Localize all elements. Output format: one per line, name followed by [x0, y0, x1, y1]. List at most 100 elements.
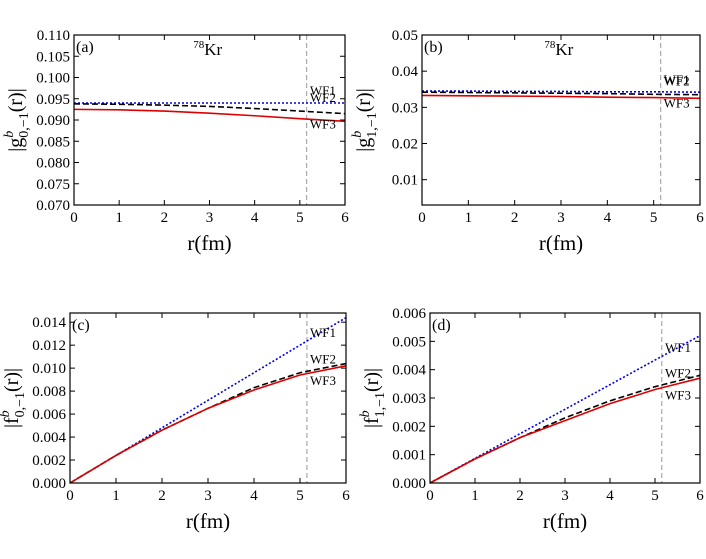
- panel-label: (c): [72, 317, 90, 334]
- x-tick-label: 2: [158, 488, 166, 504]
- annotation-mass: 78: [193, 39, 205, 51]
- y-tick-label: 0.100: [36, 71, 70, 87]
- y-tick-label: 0.05: [392, 28, 418, 44]
- series-line: [421, 91, 701, 96]
- y-label-sub: 0,−1: [17, 112, 32, 137]
- x-tick-label: 0: [70, 210, 78, 226]
- series-label: WF1: [310, 325, 336, 340]
- plot-frame: [73, 34, 346, 206]
- y-tick-label: 0.105: [36, 49, 70, 65]
- y-label-sup: b: [358, 410, 373, 417]
- series-label: WF2: [665, 366, 691, 381]
- annotation-element: Kr: [555, 40, 573, 59]
- y-axis-label: |fb0,−1(r)|: [0, 368, 28, 428]
- x-axis-label: r(fm): [187, 231, 231, 255]
- series-label: WF2: [310, 90, 336, 105]
- panel-label: (d): [432, 317, 451, 334]
- x-tick-label: 1: [112, 488, 120, 504]
- y-tick-label: 0.01: [392, 173, 418, 189]
- y-label-sub: 1,−1: [365, 112, 380, 137]
- series-label: WF1: [664, 72, 690, 87]
- x-tick-label: 4: [251, 210, 259, 226]
- series-label: WF3: [664, 96, 690, 111]
- x-tick-label: 4: [250, 488, 258, 504]
- annotation-element: Kr: [204, 40, 222, 59]
- y-tick-label: 0.006: [32, 407, 66, 423]
- panel-label: (b): [424, 39, 443, 56]
- y-tick-label: 0.075: [36, 177, 70, 193]
- annotation: 78Kr: [544, 39, 573, 59]
- y-tick-label: 0.090: [36, 113, 70, 129]
- y-axis-label: |fb1,−1(r)|: [358, 368, 388, 428]
- y-label-base: |g: [353, 138, 375, 152]
- x-tick-label: 0: [66, 488, 74, 504]
- y-label-base: |f: [361, 417, 383, 428]
- y-tick-label: 0.004: [392, 363, 426, 379]
- x-tick-label: 6: [342, 488, 350, 504]
- x-tick-label: 3: [557, 210, 565, 226]
- y-tick-label: 0.000: [392, 476, 426, 492]
- x-tick-label: 4: [604, 210, 612, 226]
- x-tick-label: 1: [465, 210, 473, 226]
- x-axis-label: r(fm): [186, 509, 230, 533]
- x-tick-label: 5: [650, 210, 658, 226]
- plot-frame: [429, 312, 701, 484]
- y-tick-label: 0.095: [36, 92, 70, 108]
- x-axis-label: r(fm): [539, 231, 583, 255]
- x-tick-label: 6: [341, 210, 349, 226]
- series-line: [73, 103, 346, 115]
- y-tick-label: 0.002: [32, 453, 66, 469]
- series-line: [73, 108, 346, 123]
- y-label-rest: (r)|: [353, 88, 375, 112]
- series-line: [429, 334, 701, 484]
- series-line: [429, 377, 701, 484]
- annotation: 78Kr: [193, 39, 222, 59]
- y-tick-label: 0.012: [32, 338, 66, 354]
- series-label: WF3: [665, 388, 691, 403]
- y-label-rest: (r)|: [361, 368, 383, 392]
- x-tick-label: 3: [204, 488, 212, 504]
- y-tick-label: 0.070: [36, 198, 70, 214]
- x-tick-label: 5: [651, 488, 659, 504]
- y-tick-label: 0.03: [392, 100, 418, 116]
- x-tick-label: 2: [161, 210, 169, 226]
- y-tick-label: 0.014: [32, 315, 66, 331]
- x-tick-label: 3: [561, 488, 569, 504]
- y-tick-label: 0.000: [32, 476, 66, 492]
- y-label-base: |f: [1, 417, 23, 428]
- x-tick-label: 0: [426, 488, 434, 504]
- series-label: WF2: [664, 73, 690, 88]
- y-tick-label: 0.005: [392, 334, 426, 350]
- y-label-rest: (r)|: [5, 88, 27, 112]
- series-label: WF1: [310, 83, 336, 98]
- y-tick-label: 0.003: [392, 391, 426, 407]
- series-line: [429, 374, 701, 484]
- y-label-sup: b: [0, 410, 13, 417]
- x-axis-label: r(fm): [543, 509, 587, 533]
- y-label-base: |g: [5, 138, 27, 152]
- x-tick-label: 3: [206, 210, 214, 226]
- y-tick-label: 0.001: [392, 448, 426, 464]
- x-tick-label: 5: [296, 488, 304, 504]
- y-axis-label: |gb0,−1(r)|: [2, 88, 32, 151]
- x-tick-label: 6: [696, 210, 704, 226]
- x-tick-label: 0: [418, 210, 426, 226]
- y-label-sub: 0,−1: [13, 392, 28, 417]
- y-tick-label: 0.04: [392, 64, 419, 80]
- series-label: WF3: [310, 117, 336, 132]
- series-label: WF2: [310, 352, 336, 367]
- y-tick-label: 0.085: [36, 134, 70, 150]
- series-line: [69, 362, 347, 484]
- y-tick-label: 0.002: [392, 419, 426, 435]
- y-tick-label: 0.080: [36, 156, 70, 172]
- y-label-sub: 1,−1: [373, 392, 388, 417]
- y-tick-label: 0.006: [392, 306, 426, 322]
- annotation-mass: 78: [544, 39, 556, 51]
- series-line: [69, 365, 347, 484]
- x-tick-label: 2: [511, 210, 519, 226]
- series-label: WF3: [310, 373, 336, 388]
- series-line: [421, 94, 701, 100]
- y-tick-label: 0.02: [392, 137, 418, 153]
- x-tick-label: 1: [115, 210, 123, 226]
